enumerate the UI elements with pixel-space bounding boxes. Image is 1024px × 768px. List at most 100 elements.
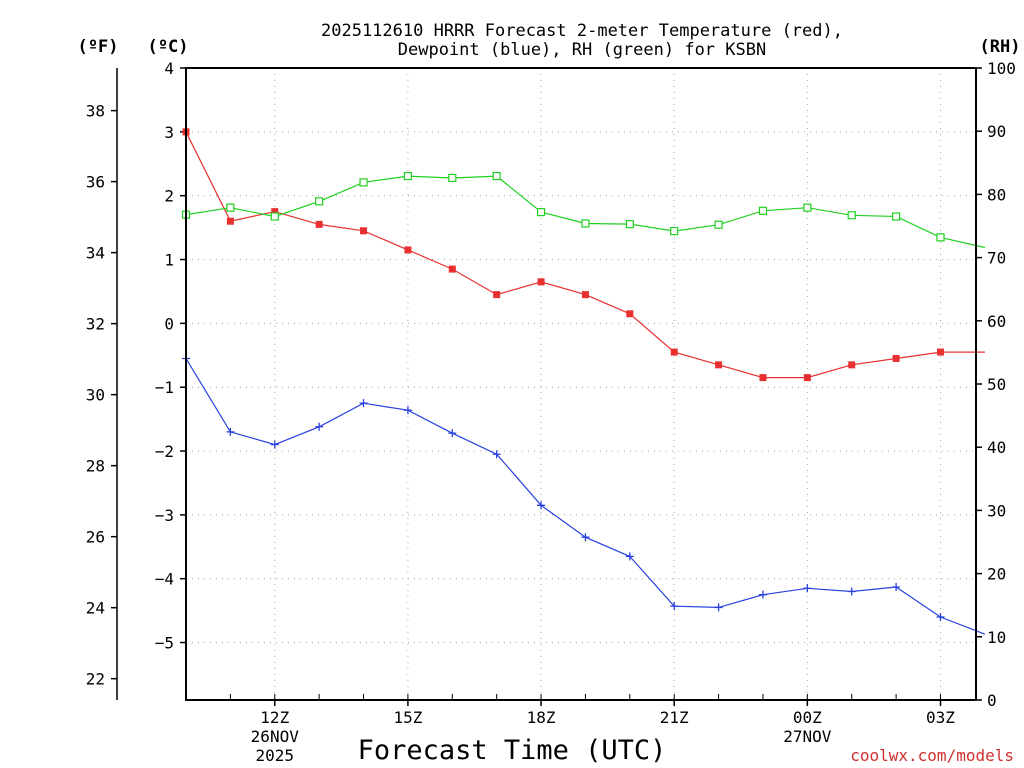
data-point	[847, 211, 856, 220]
celsius-tick-label: −1	[155, 378, 174, 397]
data-point	[714, 603, 723, 612]
time-tick-label: 12Z	[260, 708, 289, 727]
data-point	[404, 246, 412, 254]
data-point	[226, 427, 235, 436]
celsius-tick-label: −3	[155, 506, 174, 525]
fahrenheit-unit-label: (ºF)	[78, 37, 119, 57]
series-dewpoint	[182, 354, 986, 635]
time-tick-label: 18Z	[527, 708, 556, 727]
rh-tick-label: 90	[987, 122, 1006, 141]
celsius-tick-label: 1	[164, 251, 174, 270]
data-point	[625, 220, 634, 229]
fahrenheit-tick-label: 28	[86, 457, 105, 476]
data-point	[359, 178, 368, 187]
data-point	[625, 552, 634, 561]
data-point	[270, 440, 279, 449]
rh-tick-label: 80	[987, 185, 1006, 204]
data-point	[492, 450, 501, 459]
fahrenheit-tick-label: 26	[86, 528, 105, 547]
data-point	[359, 399, 368, 408]
fahrenheit-axis: 38 36 34 32 30 28 26 24 22	[86, 102, 117, 689]
data-point	[226, 217, 234, 225]
series-line	[185, 175, 986, 249]
data-point	[936, 233, 945, 242]
data-point	[271, 208, 279, 216]
series-line	[185, 131, 985, 379]
data-point	[936, 348, 944, 356]
data-point	[714, 220, 723, 229]
data-point	[581, 291, 589, 299]
fahrenheit-tick-label: 24	[86, 599, 105, 618]
data-point	[448, 173, 457, 183]
data-point	[626, 310, 634, 318]
data-point	[403, 171, 413, 181]
data-point	[537, 278, 545, 286]
data-point	[670, 226, 679, 236]
rh-tick-label: 0	[987, 691, 997, 710]
rh-tick-label: 50	[987, 375, 1006, 394]
plot-frame	[185, 67, 977, 701]
data-point	[936, 613, 945, 622]
data-point	[448, 265, 456, 273]
rh-tick-label: 60	[987, 312, 1006, 331]
rh-unit-label: (RH)	[980, 37, 1021, 57]
data-series	[181, 128, 986, 635]
data-point	[892, 212, 901, 221]
data-point	[803, 374, 811, 382]
data-point	[315, 220, 323, 228]
data-point	[847, 587, 856, 596]
data-point	[759, 374, 767, 382]
rh-tick-label: 20	[987, 565, 1006, 584]
data-point	[360, 227, 368, 235]
data-point	[758, 206, 768, 215]
data-point	[492, 171, 501, 181]
data-point	[715, 361, 723, 369]
celsius-tick-label: 0	[164, 314, 174, 333]
chart-title-line1: 2025112610 HRRR Forecast 2-meter Tempera…	[321, 21, 843, 41]
celsius-tick-label: 2	[164, 187, 174, 206]
series-2-meter-temperature	[182, 128, 985, 382]
series-rh	[181, 171, 986, 249]
data-point	[315, 422, 324, 431]
data-point	[493, 291, 501, 299]
fahrenheit-tick-label: 34	[86, 244, 105, 263]
data-point	[536, 207, 546, 217]
data-point	[270, 212, 279, 221]
data-point	[226, 203, 235, 212]
time-tick-label: 15Z	[393, 708, 422, 727]
data-point	[803, 584, 812, 593]
fahrenheit-tick-label: 22	[86, 670, 105, 689]
fahrenheit-tick-label: 30	[86, 386, 105, 405]
celsius-unit-label: (ºC)	[148, 37, 189, 57]
data-point	[758, 590, 767, 599]
data-point	[537, 501, 546, 510]
celsius-tick-label: −4	[155, 570, 174, 589]
data-point	[892, 583, 901, 592]
data-point	[581, 219, 590, 228]
rh-tick-label: 70	[987, 249, 1006, 268]
celsius-tick-label: −2	[155, 442, 174, 461]
celsius-axis: 4 3 2 1 0 −1 −2 −3 −4 −5	[155, 59, 186, 653]
chart-title-line2: Dewpoint (blue), RH (green) for KSBN	[398, 40, 766, 60]
rh-tick-label: 10	[987, 628, 1006, 647]
celsius-tick-label: −5	[155, 634, 174, 653]
rh-tick-label: 100	[987, 59, 1016, 78]
time-date-label: 27NOV	[783, 727, 832, 746]
data-point	[670, 348, 678, 356]
data-point	[848, 361, 856, 369]
data-point	[892, 354, 900, 362]
x-axis-label: Forecast Time (UTC)	[358, 735, 667, 766]
fahrenheit-tick-label: 32	[86, 315, 105, 334]
time-tick-label: 03Z	[926, 708, 955, 727]
time-tick-label: 00Z	[793, 708, 822, 727]
celsius-tick-label: 4	[164, 59, 174, 78]
time-date-label: 26NOV	[251, 727, 300, 746]
data-point	[315, 197, 324, 206]
rh-tick-label: 40	[987, 438, 1006, 457]
series-line	[185, 358, 986, 635]
time-year-label: 2025	[255, 746, 294, 765]
fahrenheit-tick-label: 36	[86, 173, 105, 192]
